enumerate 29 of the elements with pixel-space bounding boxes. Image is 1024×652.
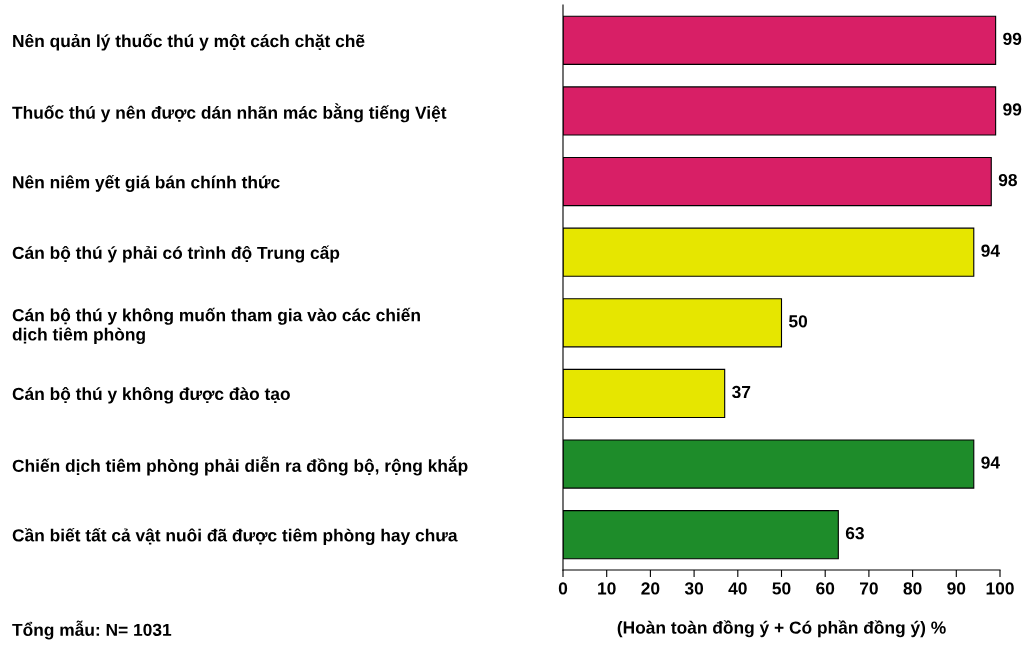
data-label: 94 <box>981 244 1000 257</box>
x-tick-label: 20 <box>641 582 660 595</box>
data-label: 37 <box>732 385 751 399</box>
x-tick-label: 60 <box>816 582 835 595</box>
y-tick-label: Cán bộ thú y không được đào tạo <box>12 386 290 404</box>
x-tick-label: 100 <box>986 582 1014 595</box>
x-tick-label: 40 <box>728 582 747 595</box>
y-tick-label: Cần biết tất cả vật nuôi đã được tiêm phòng hay chưa <box>12 528 458 546</box>
text: Tổng mẫu: N= 1031 <box>12 620 172 640</box>
x-tick-label: 80 <box>903 582 922 595</box>
x-tick-label: 50 <box>772 582 791 595</box>
y-tick-label: Nên quản lý thuốc thú y một cách chặt chẽ <box>13 33 365 51</box>
y-tick-label: Thuốc thú y nên được dán nhãn mác bằng tiếng Việt <box>12 103 447 123</box>
x-tick-label: 70 <box>859 582 878 595</box>
data-label: 99 <box>1003 32 1022 45</box>
y-tick-label: Cán bộ thú y không muốn tham gia vào các chiến dịch tiêm phòng <box>12 307 420 345</box>
x-axis-title: (Hoàn toàn đồng ý + Có phần đồng ý) % <box>617 620 946 638</box>
data-label: 94 <box>981 456 1000 469</box>
data-label: 99 <box>1003 103 1022 116</box>
y-tick-label: Cán bộ thú ý phải có trình độ Trung cấp <box>12 245 340 263</box>
x-tick-label: 10 <box>598 582 616 595</box>
x-tick-label: 0 <box>558 582 568 595</box>
x-tick-label: 30 <box>684 582 704 595</box>
y-tick-label: Chiến dịch tiêm phòng phải diễn ra đồng bộ, rộng khắp <box>12 456 468 476</box>
x-tick-label: 90 <box>947 582 966 595</box>
data-label: 50 <box>788 315 808 328</box>
data-label: 63 <box>845 527 864 540</box>
y-tick-label: Nên niêm yết giá bán chính thức <box>13 174 280 192</box>
data-label: 98 <box>998 173 1017 187</box>
